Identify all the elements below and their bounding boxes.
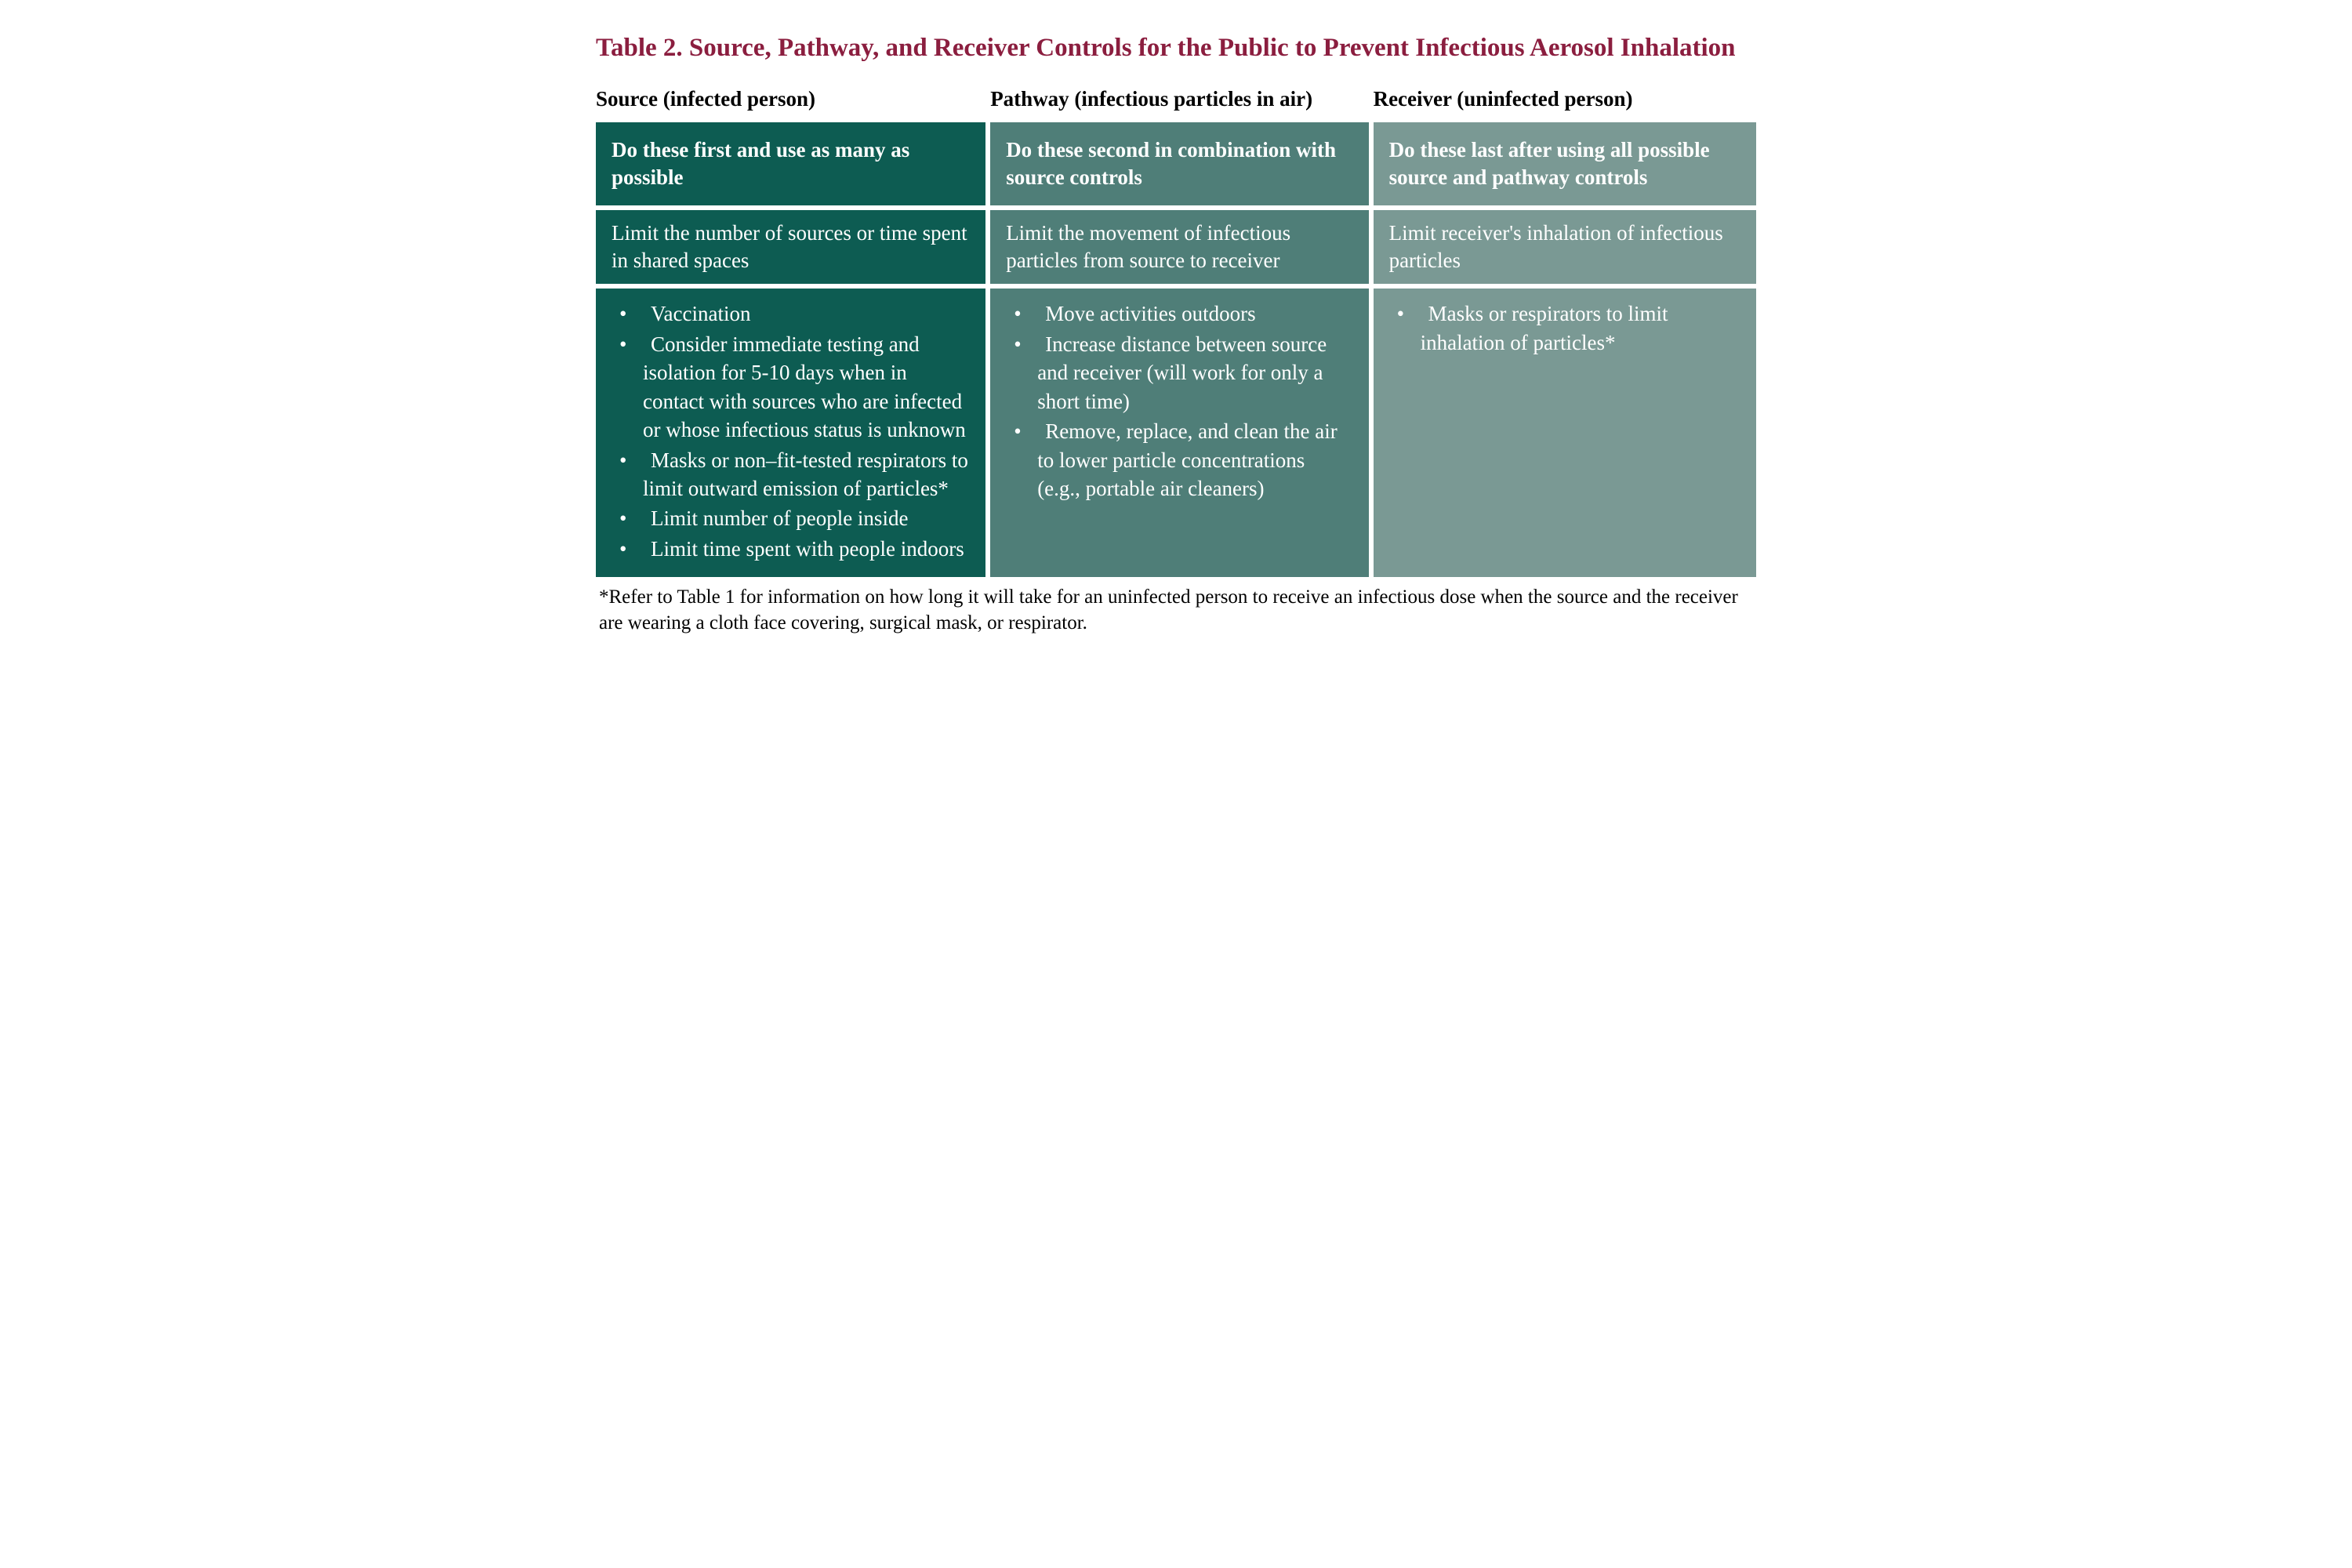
column-header-receiver: Receiver (uninfected person): [1374, 79, 1756, 122]
instruction-receiver: Do these last after using all possible s…: [1374, 122, 1756, 210]
limit-source: Limit the number of sources or time spen…: [596, 210, 990, 289]
bullet-item: Remove, replace, and clean the air to lo…: [1006, 417, 1352, 503]
limit-receiver: Limit receiver's inhalation of infectiou…: [1374, 210, 1756, 289]
bullet-list-pathway: Move activities outdoorsIncrease distanc…: [1006, 299, 1352, 503]
bullet-item: Move activities outdoors: [1006, 299, 1352, 328]
bullets-source: VaccinationConsider immediate testing an…: [596, 289, 990, 577]
table-container: Table 2. Source, Pathway, and Receiver C…: [596, 31, 1756, 636]
bullet-list-receiver: Masks or respirators to limit inhalation…: [1389, 299, 1740, 357]
bullet-item: Limit time spent with people indoors: [612, 535, 970, 563]
bullet-item: Limit number of people inside: [612, 504, 970, 532]
table-footnote: *Refer to Table 1 for information on how…: [596, 577, 1756, 636]
bullet-list-source: VaccinationConsider immediate testing an…: [612, 299, 970, 563]
instruction-source: Do these first and use as many as possib…: [596, 122, 990, 210]
limit-pathway: Limit the movement of infectious particl…: [990, 210, 1373, 289]
table-grid: Source (infected person) Pathway (infect…: [596, 79, 1756, 577]
bullets-receiver: Masks or respirators to limit inhalation…: [1374, 289, 1756, 577]
column-header-source: Source (infected person): [596, 79, 990, 122]
column-header-pathway: Pathway (infectious particles in air): [990, 79, 1373, 122]
table-title: Table 2. Source, Pathway, and Receiver C…: [596, 31, 1756, 65]
bullet-item: Vaccination: [612, 299, 970, 328]
bullets-pathway: Move activities outdoorsIncrease distanc…: [990, 289, 1373, 577]
instruction-pathway: Do these second in combination with sour…: [990, 122, 1373, 210]
bullet-item: Increase distance between source and rec…: [1006, 330, 1352, 416]
bullet-item: Masks or non–fit-tested respirators to l…: [612, 446, 970, 503]
bullet-item: Consider immediate testing and isolation…: [612, 330, 970, 445]
bullet-item: Masks or respirators to limit inhalation…: [1389, 299, 1740, 357]
